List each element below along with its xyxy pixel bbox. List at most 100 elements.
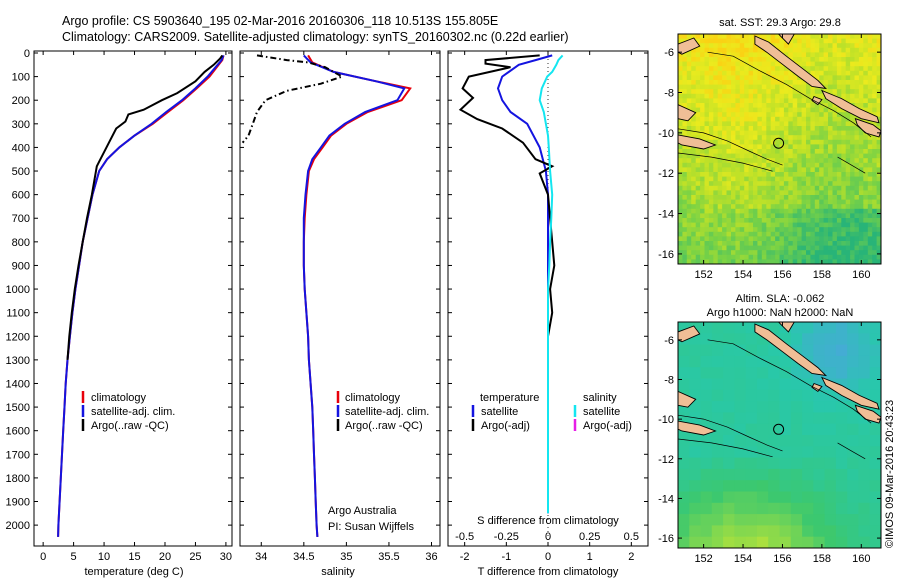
map-cell xyxy=(717,218,723,224)
map-cell xyxy=(867,75,873,81)
map-cell xyxy=(731,153,736,159)
map-cell xyxy=(686,185,692,191)
map-cell xyxy=(823,52,829,58)
map-cell xyxy=(726,116,732,122)
map-cell xyxy=(788,135,794,141)
map-cell xyxy=(753,89,758,95)
map-cell xyxy=(691,218,697,224)
map-cell xyxy=(810,218,816,224)
map-cell xyxy=(708,112,714,118)
map-cell xyxy=(814,126,820,132)
map-cell xyxy=(704,135,710,141)
map-cell xyxy=(761,241,767,247)
legend-label-argo: Argo(..raw -QC) xyxy=(345,420,423,432)
map-cell xyxy=(700,116,706,122)
map-cell xyxy=(735,66,741,72)
map-cell xyxy=(814,227,820,233)
map-cell xyxy=(700,135,706,141)
map-cell xyxy=(757,70,763,76)
map-cell xyxy=(801,93,807,99)
map-cell xyxy=(813,435,826,447)
map-cell xyxy=(828,116,833,122)
map-cell xyxy=(850,250,856,256)
map-cell xyxy=(783,185,789,191)
map-cell xyxy=(814,103,820,109)
map-cell xyxy=(858,130,864,136)
map-cell xyxy=(828,236,833,242)
map-cell xyxy=(708,190,714,196)
map-cell xyxy=(753,213,758,219)
map-cell xyxy=(823,107,829,113)
y-tick-label: -6 xyxy=(664,335,674,347)
map-cell xyxy=(691,172,697,178)
map-cell xyxy=(722,176,728,182)
map-cell xyxy=(708,245,714,251)
map-cell xyxy=(810,153,816,159)
map-cell xyxy=(689,514,702,526)
map-cell xyxy=(847,468,860,481)
map-cell xyxy=(872,181,878,187)
map-cell xyxy=(744,43,750,49)
map-cell xyxy=(766,103,772,109)
map-cell xyxy=(828,199,833,205)
map-cell xyxy=(695,52,701,58)
map-cell xyxy=(722,227,728,233)
map-cell xyxy=(700,401,713,413)
map-cell xyxy=(792,208,798,214)
map-cell xyxy=(722,158,728,164)
map-cell xyxy=(836,66,842,72)
series-line xyxy=(66,54,224,360)
map-cell xyxy=(770,80,776,86)
map-cell xyxy=(686,222,692,228)
map-cell xyxy=(854,162,860,168)
map-cell xyxy=(753,254,758,260)
map-cell xyxy=(713,231,719,237)
map-cell xyxy=(854,250,860,256)
map-cell xyxy=(739,181,745,187)
map-cell xyxy=(792,218,798,224)
map-cell xyxy=(735,47,741,53)
map-cell xyxy=(757,162,763,168)
map-cell xyxy=(872,47,878,53)
map-cell xyxy=(819,121,825,127)
map-cell xyxy=(756,423,769,436)
map-cell xyxy=(726,153,732,159)
map-cell xyxy=(832,208,838,214)
map-cell xyxy=(686,259,692,264)
map-cell xyxy=(735,176,741,182)
map-cell xyxy=(739,153,745,159)
map-cell xyxy=(847,401,860,413)
map-cell xyxy=(717,158,723,164)
map-cell xyxy=(770,167,776,173)
map-cell xyxy=(708,98,714,104)
map-cell xyxy=(695,153,701,159)
map-cell xyxy=(790,514,803,526)
map-cell xyxy=(779,333,792,346)
map-cell xyxy=(700,167,706,173)
map-cell xyxy=(876,139,881,145)
map-cell xyxy=(731,158,736,164)
map-cell xyxy=(823,47,829,53)
map-cell xyxy=(876,208,881,214)
map-cell xyxy=(806,130,811,136)
map-cell xyxy=(739,52,745,58)
map-cell xyxy=(841,250,847,256)
map-cell xyxy=(717,70,723,76)
map-cell xyxy=(695,89,701,95)
map-cell xyxy=(876,199,881,205)
map-cell xyxy=(691,176,697,182)
salinity-panel-frame xyxy=(239,50,441,547)
map-cell xyxy=(783,250,789,256)
map-cell xyxy=(731,121,736,127)
x-tick-label: 5 xyxy=(71,551,77,563)
series-line xyxy=(302,54,406,537)
map-cell xyxy=(717,213,723,219)
map-cell xyxy=(756,446,769,459)
map-cell xyxy=(788,250,794,256)
map-cell xyxy=(779,158,785,164)
map-cell xyxy=(845,153,851,159)
map-cell xyxy=(863,167,869,173)
map-cell xyxy=(757,126,763,132)
map-cell xyxy=(806,222,811,228)
map-cell xyxy=(783,218,789,224)
